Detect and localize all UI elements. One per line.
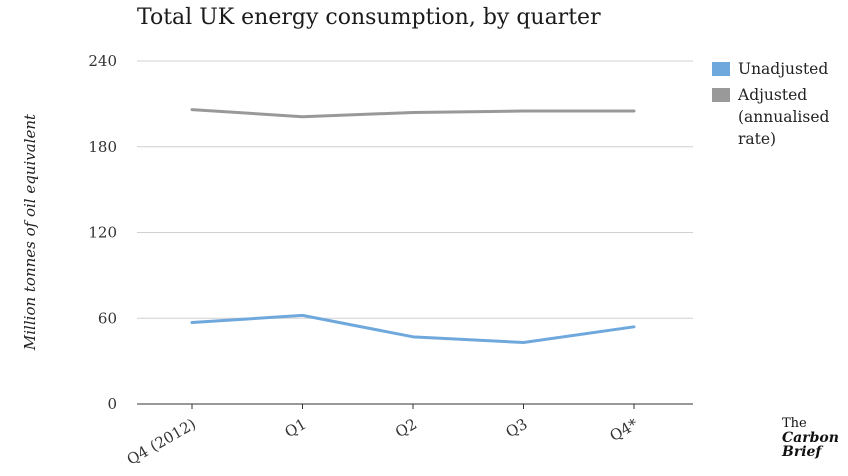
legend-label-adjusted: Adjusted (annualised rate) [738,86,830,148]
legend-item-unadjusted: Unadjusted [712,58,842,80]
legend-label-unadjusted: Unadjusted [738,60,829,78]
x-tick-label: Q3 [503,415,531,442]
x-tick-label: Q4* [607,415,642,446]
legend-item-adjusted: Adjusted (annualised rate) [712,84,842,150]
legend: Unadjusted Adjusted (annualised rate) [712,58,842,154]
y-tick-label: 240 [88,52,117,70]
logo-name: Carbon Brief [782,430,839,460]
y-tick-label: 120 [88,224,117,242]
x-tick-label: Q2 [392,415,420,442]
x-tick-label: Q4 (2012) [124,415,199,469]
chart-title: Total UK energy consumption, by quarter [137,5,601,30]
series-line-adjusted [190,108,636,119]
y-tick-label: 180 [88,138,117,156]
y-tick-label: 0 [107,395,117,413]
x-tick-label: Q1 [282,415,310,442]
legend-swatch-unadjusted [712,62,730,76]
y-tick-label: 60 [98,309,117,327]
legend-swatch-adjusted [712,88,730,102]
carbon-brief-logo: The Carbon Brief [782,416,844,460]
logo-the: The [782,416,807,431]
series-line-unadjusted [190,313,636,345]
